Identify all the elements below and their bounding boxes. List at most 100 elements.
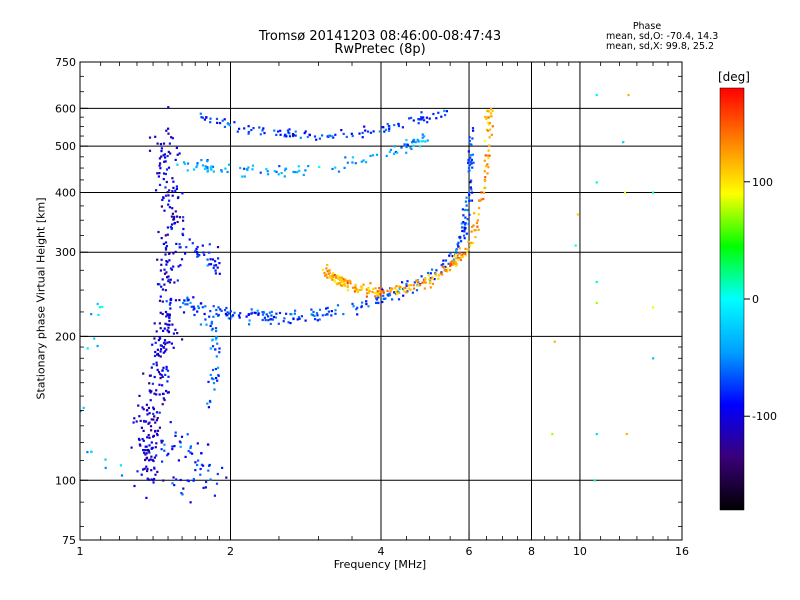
- data-point: [432, 112, 435, 116]
- data-point: [176, 215, 179, 218]
- data-point: [166, 380, 169, 383]
- data-point: [472, 129, 475, 132]
- colorbar-ticks: 100 0 -100: [744, 176, 777, 423]
- data-point: [142, 468, 145, 471]
- data-point: [171, 207, 174, 210]
- data-point: [197, 305, 200, 308]
- data-point: [361, 286, 364, 289]
- data-point: [326, 270, 329, 273]
- data-point: [172, 476, 175, 479]
- data-point: [286, 129, 289, 132]
- data-point: [378, 289, 382, 293]
- data-point: [155, 364, 158, 367]
- data-point: [148, 444, 151, 447]
- data-point: [251, 164, 255, 167]
- data-point: [321, 314, 324, 317]
- data-point: [148, 436, 151, 439]
- data-point: [298, 317, 301, 320]
- data-point: [247, 125, 250, 128]
- data-point: [233, 121, 236, 124]
- data-point: [196, 252, 199, 255]
- data-point: [339, 278, 342, 281]
- data-point: [203, 167, 207, 170]
- data-point: [168, 252, 171, 255]
- data-point: [358, 288, 361, 292]
- data-point: [225, 476, 228, 479]
- data-point: [595, 280, 598, 284]
- data-point: [459, 258, 462, 262]
- data-point: [401, 126, 404, 129]
- data-point: [259, 171, 262, 174]
- data-point: [152, 408, 155, 411]
- data-point: [376, 290, 379, 293]
- data-point: [161, 312, 164, 316]
- data-point: [391, 298, 394, 301]
- data-point: [467, 150, 470, 153]
- data-point: [405, 145, 408, 148]
- data-point: [435, 269, 438, 272]
- data-point: [375, 301, 378, 304]
- data-point: [397, 292, 400, 295]
- data-point: [296, 318, 299, 321]
- data-point: [232, 314, 235, 317]
- data-point: [172, 180, 175, 183]
- data-point: [483, 170, 486, 173]
- data-point: [351, 302, 354, 305]
- data-point: [467, 248, 470, 251]
- data-point: [294, 309, 297, 312]
- data-point: [336, 304, 340, 307]
- data-point: [324, 274, 327, 277]
- data-point: [248, 323, 251, 326]
- data-point: [191, 452, 194, 455]
- data-point: [228, 163, 231, 166]
- data-point: [142, 372, 145, 375]
- data-point: [197, 306, 200, 310]
- data-point: [393, 152, 396, 155]
- data-point: [365, 303, 368, 306]
- data-point: [158, 157, 161, 160]
- data-point: [190, 305, 193, 308]
- data-point: [189, 451, 192, 454]
- data-point: [151, 446, 154, 449]
- data-point: [266, 170, 269, 173]
- data-point: [160, 150, 163, 153]
- data-point: [455, 249, 458, 252]
- data-point: [165, 180, 168, 184]
- data-point: [388, 293, 392, 297]
- data-point: [161, 375, 164, 378]
- data-point: [138, 415, 141, 418]
- data-point: [167, 280, 170, 283]
- data-point: [416, 138, 419, 141]
- data-point: [412, 284, 415, 287]
- data-point: [152, 481, 155, 484]
- data-point: [444, 259, 448, 262]
- data-point: [478, 207, 481, 210]
- data-point: [396, 151, 399, 154]
- data-point: [265, 313, 268, 316]
- data-point: [226, 314, 229, 317]
- data-point: [218, 347, 221, 350]
- data-point: [460, 240, 463, 243]
- data-point: [168, 281, 172, 284]
- data-point: [278, 311, 282, 315]
- data-point: [150, 418, 153, 421]
- data-point: [456, 243, 459, 246]
- data-point: [202, 486, 205, 489]
- data-point: [168, 142, 171, 145]
- data-point: [165, 263, 168, 266]
- data-point: [153, 354, 157, 358]
- data-point: [159, 350, 162, 353]
- data-point: [156, 172, 159, 175]
- data-point: [149, 425, 153, 428]
- data-point: [379, 292, 382, 296]
- data-point: [159, 344, 162, 347]
- data-point: [148, 382, 151, 385]
- data-point: [226, 311, 229, 314]
- data-point: [201, 164, 204, 167]
- data-point: [469, 181, 472, 184]
- data-point: [420, 118, 423, 121]
- data-point: [162, 392, 165, 395]
- data-point: [199, 323, 202, 326]
- data-point: [356, 289, 359, 292]
- data-point: [155, 454, 158, 457]
